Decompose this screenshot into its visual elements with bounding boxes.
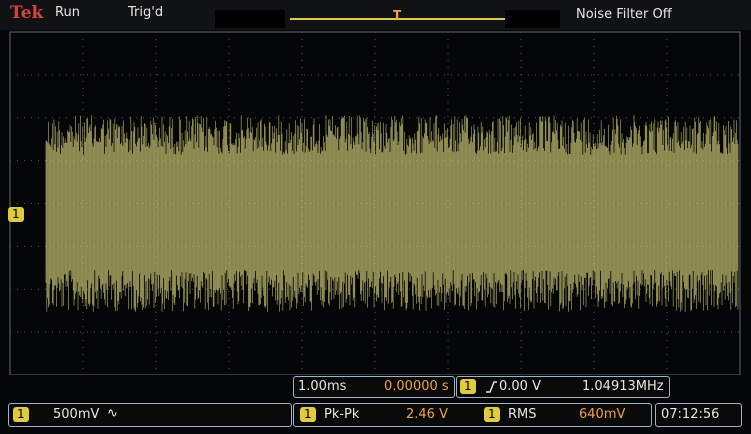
trigger-level: 0.00 V — [499, 379, 541, 394]
filter-status: Noise Filter Off — [576, 7, 672, 22]
vertical-box: 1 500mV ∿ — [8, 403, 292, 427]
graticule — [0, 30, 751, 375]
trigger-marker: T — [393, 8, 401, 22]
channel-badge: 1 — [13, 407, 29, 422]
time-scale: 1.00ms — [298, 379, 346, 394]
brand: Tek — [10, 3, 43, 23]
coupling: ∿ — [107, 406, 118, 421]
trigger-box: 1 0.00 V 1.04913MHz — [456, 376, 670, 398]
measurement-name: RMS — [508, 407, 537, 422]
channel-badge: 1 — [300, 407, 316, 422]
trigger-state: Trig'd — [128, 5, 163, 20]
measurement-value: 2.46 V — [406, 407, 448, 422]
waveform — [46, 115, 738, 312]
clock: 07:12:56 — [661, 407, 719, 422]
channel-badge: 1 — [484, 407, 500, 422]
time-position: 0.00000 s — [384, 379, 449, 394]
vertical-scale: 500mV — [53, 407, 99, 422]
measurement-box: 1 Pk-Pk 2.46 V 1 RMS 640mV — [293, 403, 652, 427]
trigger-frequency: 1.04913MHz — [582, 379, 664, 394]
record-box — [215, 10, 285, 28]
run-status: Run — [55, 5, 80, 20]
clock-box: 07:12:56 — [655, 403, 742, 427]
channel-badge: 1 — [8, 207, 24, 222]
timebase-box: 1.00ms 0.00000 s — [293, 376, 455, 398]
measurement-value: 640mV — [579, 407, 625, 422]
measurement-name: Pk-Pk — [324, 407, 359, 422]
scope-screen: Tek Run Trig'd T Noise Filter Off 1 1.00… — [0, 0, 751, 434]
channel-marker: 1 — [8, 207, 24, 222]
record-box — [505, 10, 560, 28]
channel-badge: 1 — [460, 379, 476, 394]
slope-icon — [485, 381, 497, 393]
